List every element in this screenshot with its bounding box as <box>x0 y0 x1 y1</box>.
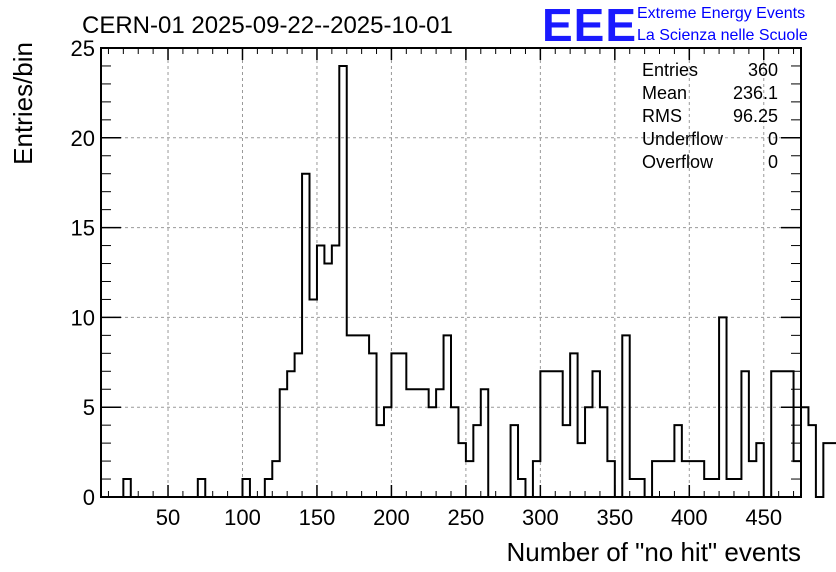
y-tick-label: 10 <box>71 305 95 330</box>
x-tick-label: 300 <box>522 505 559 530</box>
x-tick-label: 50 <box>156 505 180 530</box>
eee-logo-mark: EEE <box>542 0 637 51</box>
grid <box>101 48 801 497</box>
chart-title: CERN-01 2025-09-22--2025-10-01 <box>82 12 453 39</box>
stats-label: Underflow <box>642 129 724 149</box>
x-tick-label: 250 <box>448 505 485 530</box>
stats-label: Entries <box>642 60 698 80</box>
tick-labels: 50 100 150 200 250 300 350 400 450 0 5 10 15 20 25 <box>71 36 783 530</box>
stats-box: Entries 360 Mean 236.1 RMS 96.25 Underflow 0 Ove… <box>642 60 778 172</box>
x-tick-label: 400 <box>671 505 708 530</box>
y-tick-label: 20 <box>71 126 95 151</box>
eee-logo-line2: La Scienza nelle Scuole <box>637 27 808 44</box>
stats-label: Mean <box>642 83 687 103</box>
x-tick-label: 200 <box>373 505 410 530</box>
x-tick-label: 450 <box>745 505 782 530</box>
eee-logo-line1: Extreme Energy Events <box>637 5 805 22</box>
x-tick-label: 350 <box>596 505 633 530</box>
x-tick-label: 150 <box>299 505 336 530</box>
stats-value: 360 <box>748 60 778 80</box>
histogram-outline <box>101 64 836 498</box>
y-tick-label: 0 <box>83 485 95 510</box>
stats-label: Overflow <box>642 152 714 172</box>
stats-value: 96.25 <box>733 106 778 126</box>
x-tick-label: 100 <box>224 505 261 530</box>
y-tick-label: 15 <box>71 216 95 241</box>
stats-value: 0 <box>768 152 778 172</box>
stats-value: 236.1 <box>733 83 778 103</box>
stats-value: 0 <box>768 129 778 149</box>
y-tick-label: 25 <box>71 36 95 61</box>
stats-label: RMS <box>642 106 682 126</box>
eee-logo: EEE Extreme Energy Events La Scienza nel… <box>542 0 808 51</box>
plot-frame <box>100 47 802 498</box>
y-tick-label: 5 <box>83 395 95 420</box>
y-axis-title: Entries/bin <box>8 42 38 165</box>
axis-ticks <box>101 47 801 498</box>
x-axis-title: Number of "no hit" events <box>507 537 802 567</box>
